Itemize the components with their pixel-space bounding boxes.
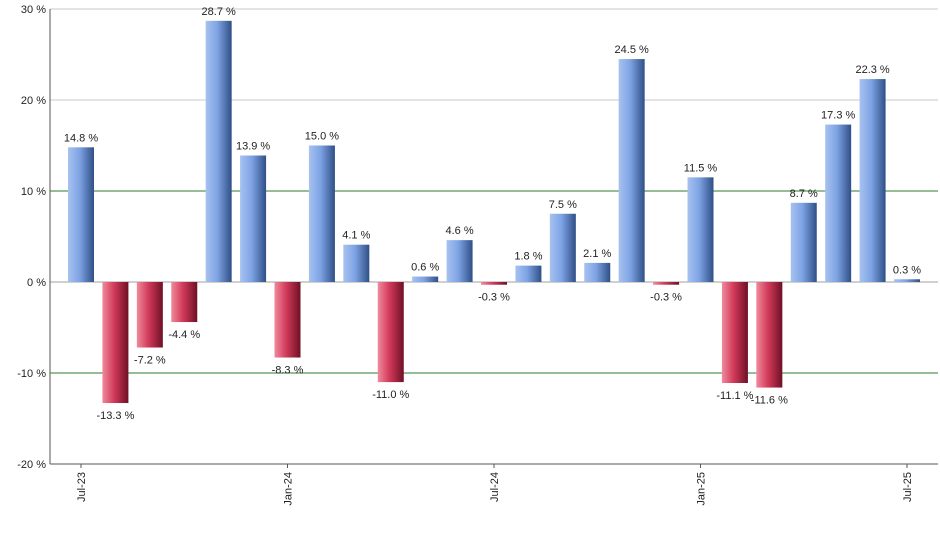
bar-Nov-23 bbox=[205, 20, 232, 283]
data-label-May-25: 17.3 % bbox=[821, 110, 855, 122]
data-label-Nov-23: 28.7 % bbox=[202, 6, 236, 18]
axes-layer: -20 % -10 % 0 % 10 % 20 % 30 % Jul-23 Jan-24 Jul… bbox=[17, 4, 938, 506]
x-tick-label: Jan-24 bbox=[283, 472, 295, 506]
data-label-Feb-24: 15.0 % bbox=[305, 131, 339, 143]
bar-Aug-24 bbox=[515, 265, 542, 282]
y-tick-label: -10 % bbox=[17, 368, 46, 380]
bar-Dec-23 bbox=[240, 155, 267, 282]
data-labels-layer: 14.8 % -13.3 % -7.2 % -4.4 % 28.7 % 13.9 % -8.… bbox=[64, 6, 921, 422]
data-label-Jan-25: 11.5 % bbox=[684, 162, 718, 174]
data-label-Nov-24: 24.5 % bbox=[615, 44, 649, 56]
data-label-Jul-25: 0.3 % bbox=[893, 264, 921, 276]
data-label-May-24: 0.6 % bbox=[411, 262, 439, 274]
bar-Jul-25 bbox=[894, 279, 920, 282]
data-label-Jan-24: -8.3 % bbox=[272, 365, 304, 377]
bar-Jun-25 bbox=[859, 79, 886, 282]
data-label-Dec-23: 13.9 % bbox=[236, 141, 270, 153]
data-label-Mar-25: -11.6 % bbox=[751, 395, 788, 407]
y-tick-label: 0 % bbox=[27, 277, 46, 289]
bar-Feb-24 bbox=[308, 145, 335, 282]
data-label-Apr-25: 8.7 % bbox=[790, 188, 818, 200]
data-label-Feb-25: -11.1 % bbox=[716, 390, 753, 402]
x-tick-label: Jul-25 bbox=[902, 472, 914, 502]
bar-Jan-24 bbox=[274, 282, 301, 358]
bar-Nov-24 bbox=[618, 59, 645, 282]
data-label-Aug-24: 1.8 % bbox=[514, 251, 542, 263]
bar-Aug-23 bbox=[102, 282, 129, 404]
y-tick-label: 30 % bbox=[21, 4, 46, 16]
bar-Jan-25 bbox=[687, 177, 714, 282]
bar-Sep-24 bbox=[549, 213, 576, 282]
x-tick-label: Jul-24 bbox=[489, 472, 501, 502]
bar-Jul-23 bbox=[68, 147, 94, 282]
x-tick-label: Jan-25 bbox=[696, 472, 708, 506]
bar-Oct-24 bbox=[584, 262, 611, 282]
data-label-Sep-23: -7.2 % bbox=[134, 355, 166, 367]
data-label-Jun-25: 22.3 % bbox=[855, 64, 889, 76]
bar-Feb-25 bbox=[721, 282, 748, 384]
bar-Oct-23 bbox=[171, 282, 198, 323]
data-label-Mar-24: 4.1 % bbox=[342, 230, 370, 242]
data-label-Oct-24: 2.1 % bbox=[583, 248, 611, 260]
data-label-Sep-24: 7.5 % bbox=[549, 199, 577, 211]
bar-Mar-25 bbox=[756, 282, 783, 388]
bar-Apr-25 bbox=[790, 202, 817, 282]
data-label-Apr-24: -11.0 % bbox=[372, 389, 409, 401]
bar-Jul-24 bbox=[481, 282, 507, 285]
bar-Jun-24 bbox=[446, 240, 473, 282]
bar-May-25 bbox=[825, 124, 852, 282]
data-label-Dec-24: -0.3 % bbox=[650, 292, 682, 304]
bar-Mar-24 bbox=[343, 244, 370, 282]
grid-layer bbox=[50, 8, 938, 374]
bar-Dec-24 bbox=[653, 282, 680, 285]
bars-layer bbox=[68, 20, 920, 404]
data-label-Oct-23: -4.4 % bbox=[168, 329, 200, 341]
bar-Sep-23 bbox=[136, 282, 163, 348]
data-label-Jul-24: -0.3 % bbox=[478, 292, 510, 304]
data-label-Jun-24: 4.6 % bbox=[446, 225, 474, 237]
y-tick-label: 10 % bbox=[21, 186, 46, 198]
y-tick-label: 20 % bbox=[21, 95, 46, 107]
y-tick-label: -20 % bbox=[17, 459, 46, 471]
bar-May-24 bbox=[412, 276, 439, 282]
x-tick-label: Jul-23 bbox=[76, 472, 88, 502]
data-label-Aug-23: -13.3 % bbox=[96, 410, 134, 422]
bar-Apr-24 bbox=[377, 282, 404, 383]
data-label-Jul-23: 14.8 % bbox=[64, 132, 98, 144]
